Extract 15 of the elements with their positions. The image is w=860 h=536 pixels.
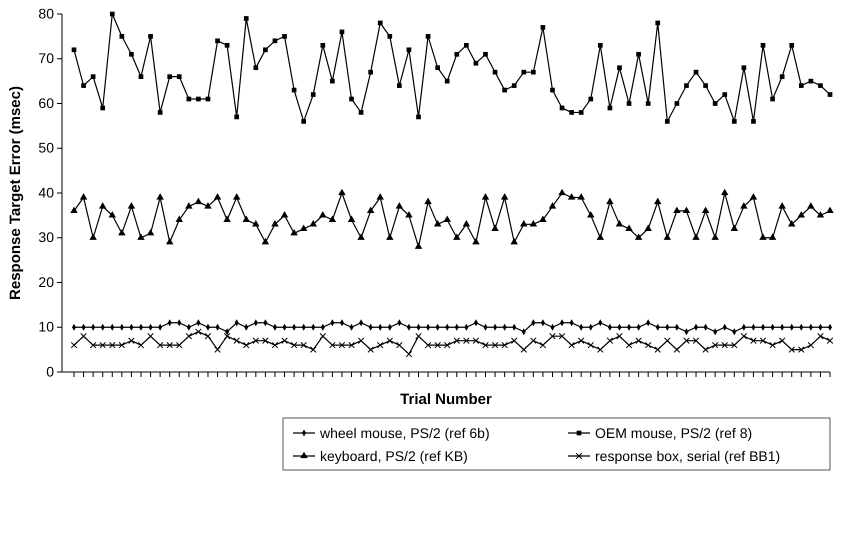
x-axis-title: Trial Number (400, 391, 492, 408)
y-tick-label: 60 (38, 94, 54, 111)
y-tick-label: 70 (38, 50, 54, 66)
legend-label: wheel mouse, PS/2 (ref 6b) (319, 425, 490, 441)
y-tick-label: 10 (38, 318, 54, 335)
y-tick-label: 40 (38, 184, 54, 200)
y-tick-label: 50 (38, 140, 54, 156)
y-tick-label: 0 (46, 363, 54, 380)
legend-label: OEM mouse, PS/2 (ref 8) (595, 425, 752, 441)
y-axis-title: Response Target Error (msec) (7, 86, 24, 300)
y-tick-label: 30 (38, 229, 54, 246)
y-tick-label: 80 (38, 5, 54, 22)
legend-label: response box, serial (ref BB1) (595, 448, 780, 464)
legend-label: keyboard, PS/2 (ref KB) (320, 448, 468, 464)
y-tick-label: 20 (38, 274, 54, 290)
